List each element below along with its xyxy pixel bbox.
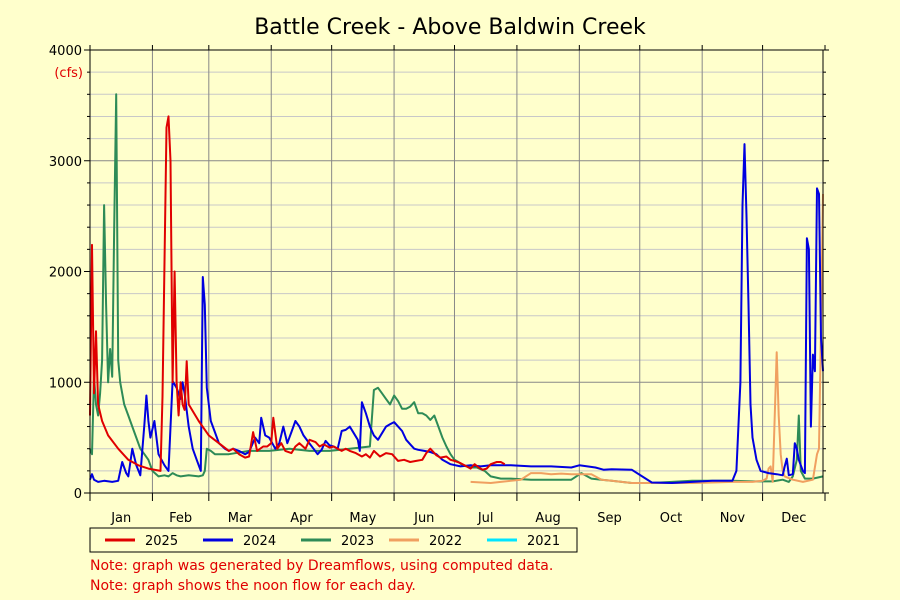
legend-label-2023: 2023 [341, 534, 374, 549]
series-line-2025 [89, 115, 506, 472]
y-axis-unit-label: (cfs) [54, 66, 83, 81]
x-tick-label: Feb [169, 511, 192, 526]
legend-label-2025: 2025 [145, 534, 178, 549]
note-line-1: Note: graph was generated by Dreamflows,… [90, 558, 554, 574]
x-tick-label: May [349, 511, 376, 526]
series-group [89, 93, 824, 484]
notes: Note: graph was generated by Dreamflows,… [90, 556, 553, 596]
y-tick-label: 0 [74, 487, 82, 502]
x-tick-label: Jun [413, 511, 434, 526]
x-tick-label: Jan [110, 511, 131, 526]
chart-title: Battle Creek - Above Baldwin Creek [254, 15, 646, 40]
x-tick-label: Mar [228, 511, 253, 526]
legend-label-2024: 2024 [243, 534, 276, 549]
axes: 0 1000 2000 3000 4000 Jan Feb Mar Apr May Jun Jul Au… [49, 44, 829, 526]
legend-label-2022: 2022 [429, 534, 462, 549]
y-tick-label: 1000 [49, 376, 82, 391]
legend-label-2021: 2021 [527, 534, 560, 549]
grid-lines [90, 49, 823, 494]
note-line-2: Note: graph shows the noon flow for each… [90, 578, 416, 594]
x-tick-label: Aug [535, 511, 560, 526]
x-tick-label: Nov [720, 511, 746, 526]
legend: 2025 2024 2023 2022 2021 [89, 527, 578, 553]
x-tick-label: Dec [781, 511, 806, 526]
y-tick-label: 4000 [49, 44, 82, 59]
x-tick-label: Jul [477, 511, 494, 526]
series-line-2023 [89, 93, 824, 484]
series-line-2022 [470, 193, 824, 484]
x-tick-label: Apr [290, 511, 313, 526]
y-tick-label: 3000 [49, 155, 82, 170]
series-line-2024 [89, 143, 824, 484]
y-tick-label: 2000 [49, 266, 82, 281]
x-tick-label: Oct [660, 511, 682, 526]
x-tick-label: Sep [597, 511, 622, 526]
